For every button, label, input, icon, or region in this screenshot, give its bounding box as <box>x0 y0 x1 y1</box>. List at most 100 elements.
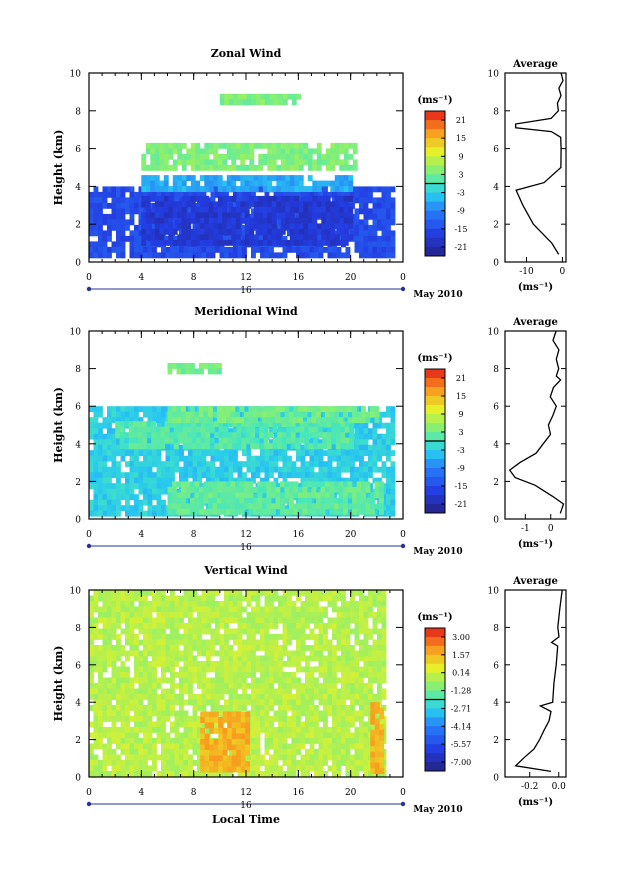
heatmap-cell <box>240 175 246 181</box>
heatmap-cell <box>309 666 315 673</box>
heatmap-cell <box>179 749 184 755</box>
heatmap-cell <box>116 477 121 484</box>
heatmap-cell <box>240 142 246 149</box>
heatmap-cell <box>309 672 315 678</box>
heatmap-cell <box>224 93 230 100</box>
heatmap-cell <box>125 219 130 226</box>
heatmap-cell <box>181 159 187 166</box>
colorbar-segment <box>425 120 445 130</box>
heatmap-cell <box>237 661 243 667</box>
heatmap-cell <box>282 727 288 733</box>
heatmap-cell <box>181 234 187 241</box>
heatmap-cell <box>197 721 202 728</box>
heatmap-cell <box>145 148 151 155</box>
heatmap-cell <box>129 406 135 413</box>
heatmap-cell <box>224 683 229 689</box>
heatmap-cell <box>159 228 165 235</box>
average-profile-line <box>508 330 565 514</box>
heatmap-cell <box>224 699 229 706</box>
average-x-tick-label: -10 <box>519 267 534 277</box>
heatmap-cell <box>111 683 117 689</box>
heatmap-cell <box>156 655 162 662</box>
heatmap-cell <box>190 417 195 424</box>
x-tick-label: 8 <box>191 530 197 540</box>
heatmap-cell <box>183 760 189 766</box>
heatmap-cell <box>278 699 283 706</box>
heatmap-cell <box>323 688 328 695</box>
heatmap-cell <box>269 743 274 750</box>
heatmap-cell <box>251 699 256 706</box>
y-tick-label: 4 <box>75 183 81 193</box>
heatmap-cell <box>332 771 337 777</box>
heatmap-cell <box>300 444 306 451</box>
heatmap-cell <box>334 180 340 187</box>
heatmap-cell <box>309 477 315 484</box>
heatmap-cell <box>309 710 315 717</box>
heatmap-cell <box>204 228 210 235</box>
heatmap-cell <box>305 749 310 755</box>
heatmap-cell <box>291 661 297 667</box>
heatmap-cell <box>347 417 353 424</box>
heatmap-cell <box>222 153 228 160</box>
heatmap-cell <box>289 164 295 171</box>
heatmap-cell <box>298 503 303 510</box>
heatmap-cell <box>359 688 364 695</box>
heatmap-cell <box>327 655 333 662</box>
heatmap-cell <box>206 461 211 468</box>
heatmap-cell <box>221 417 227 424</box>
heatmap-cell <box>370 406 375 413</box>
heatmap-cell <box>147 406 153 413</box>
heatmap-cell <box>107 738 112 744</box>
heatmap-cell <box>213 175 219 181</box>
heatmap-cell <box>129 510 135 517</box>
heatmap-cell <box>314 738 319 744</box>
heatmap-cell <box>338 406 344 413</box>
heatmap-cell <box>188 666 193 673</box>
heatmap-cell <box>176 508 182 515</box>
heatmap-cell <box>102 241 108 248</box>
heatmap-cell <box>314 771 319 777</box>
heatmap-cell <box>111 623 117 629</box>
heatmap-cell <box>188 688 193 695</box>
colorbar-segment <box>425 387 445 397</box>
heatmap-cell <box>138 754 144 761</box>
heatmap-cell <box>340 437 346 444</box>
heatmap-cell <box>93 466 99 473</box>
heatmap-cell <box>163 186 169 192</box>
heatmap-cell <box>215 699 220 706</box>
heatmap-cell <box>129 191 135 198</box>
heatmap-cell <box>330 212 336 219</box>
heatmap-cell <box>168 148 174 155</box>
average-frame <box>504 330 567 520</box>
heatmap-cell <box>226 497 231 504</box>
heatmap-cell <box>210 694 216 700</box>
heatmap-cell <box>260 235 265 242</box>
heatmap-cell <box>291 765 297 772</box>
heatmap-cell <box>269 677 274 684</box>
heatmap-cell <box>359 450 364 457</box>
heatmap-cell <box>300 461 306 468</box>
heatmap-cell <box>116 738 121 744</box>
heatmap-cell <box>165 716 171 722</box>
average-y-tick-label: 10 <box>488 70 500 80</box>
heatmap-cell <box>138 186 144 193</box>
heatmap-cell <box>377 666 382 673</box>
heatmap-cell <box>253 186 259 192</box>
heatmap-cell <box>120 760 126 766</box>
heatmap-cell <box>305 661 310 667</box>
heatmap-cell <box>186 228 192 235</box>
heatmap-cell <box>365 417 371 424</box>
heatmap-cell <box>224 472 229 479</box>
heatmap-cell <box>381 694 387 700</box>
heatmap-cell <box>165 191 171 198</box>
heatmap-cell <box>120 219 126 226</box>
heatmap-cell <box>356 417 362 424</box>
heatmap-cell <box>291 749 297 755</box>
heatmap-cell <box>286 426 292 433</box>
heatmap-cell <box>179 688 184 695</box>
heatmap-cell <box>266 406 272 413</box>
heatmap-cell <box>206 252 211 259</box>
heatmap-cell <box>267 142 273 149</box>
heatmap-cell <box>125 406 130 413</box>
heatmap-cell <box>89 477 94 484</box>
